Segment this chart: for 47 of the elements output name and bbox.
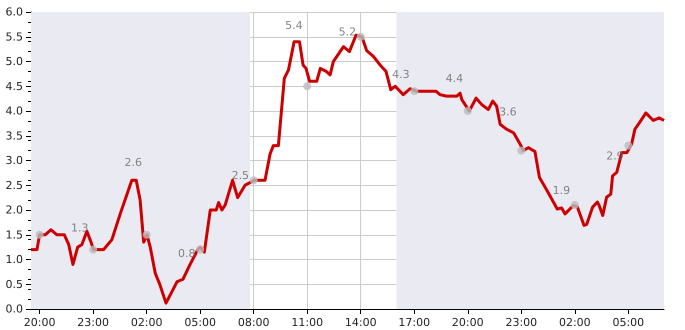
- x-tick-label: 20:00: [24, 316, 56, 329]
- y-tick-label: 1.0: [6, 253, 23, 266]
- y-tick-label: 3.0: [6, 154, 23, 167]
- y-tick-label: 5.0: [6, 55, 23, 68]
- annotation: 4.3: [392, 68, 410, 81]
- x-tick-label: 05:00: [612, 316, 644, 329]
- x-tick-label: 14:00: [344, 316, 377, 329]
- annotation: 3.6: [499, 106, 517, 119]
- annotation: 2.6: [124, 156, 142, 169]
- annotation: 1.3: [71, 222, 89, 235]
- point: [250, 176, 258, 184]
- y-tick-label: 6.0: [6, 6, 23, 18]
- y-tick-label: 1.5: [6, 228, 23, 242]
- x-tick-label: 20:00: [452, 316, 484, 329]
- y-tick-label: 3.5: [6, 129, 23, 142]
- y-tick-label: 5.5: [6, 30, 23, 44]
- x-tick-label: 02:00: [130, 316, 163, 329]
- y-tick-label: 0.5: [6, 278, 23, 291]
- x-tick-label: 02:00: [558, 316, 591, 329]
- y-tick-label: 2.0: [6, 204, 23, 216]
- x-tick-label: 08:00: [238, 316, 270, 329]
- point: [303, 82, 312, 90]
- annotation: 1.9: [552, 184, 570, 197]
- point: [464, 107, 472, 115]
- annotation: 5.4: [285, 18, 303, 32]
- x-tick-label: 23:00: [77, 316, 109, 329]
- y-tick-label: 0.0: [6, 302, 23, 316]
- annotation: 5.2: [338, 26, 356, 39]
- point: [356, 32, 365, 41]
- point: [570, 201, 579, 210]
- point: [517, 146, 526, 155]
- x-tick-label: 17:00: [398, 316, 430, 329]
- annotation: 0.8: [178, 246, 196, 260]
- point: [624, 142, 632, 150]
- point: [36, 230, 44, 239]
- y-tick-label: 4.5: [6, 80, 23, 93]
- y-tick-label: 4.0: [6, 104, 23, 118]
- x-tick-label: 05:00: [184, 316, 216, 329]
- annotation: 2.5: [232, 168, 250, 182]
- x-tick-label: 11:00: [291, 316, 324, 329]
- x-tick-label: 23:00: [505, 316, 538, 329]
- y-tick-label: 2.5: [6, 178, 23, 192]
- point: [142, 230, 151, 239]
- point: [410, 87, 418, 96]
- annotation: 4.4: [446, 72, 464, 85]
- point: [196, 246, 204, 254]
- point: [89, 246, 98, 254]
